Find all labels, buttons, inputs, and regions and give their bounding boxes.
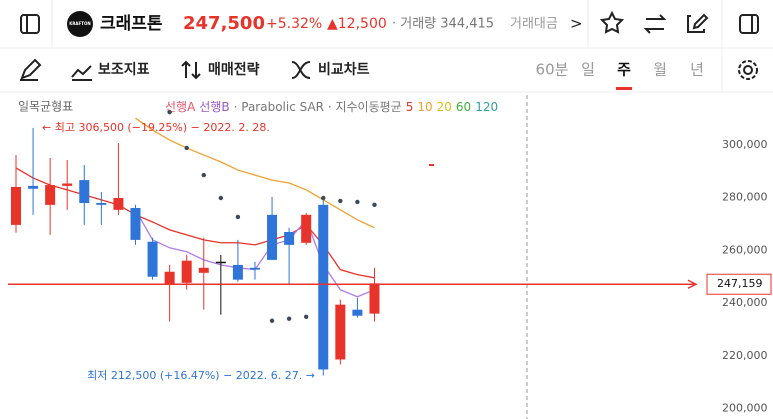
y-tick-label: 240,000 (722, 296, 768, 309)
y-tick-label: 220,000 (722, 349, 768, 362)
candle-body (284, 231, 295, 245)
legend-item: 선행A (165, 99, 196, 114)
indicator-icon[interactable] (71, 65, 92, 81)
legend-item: 10 (417, 100, 432, 114)
period-underline (616, 87, 632, 90)
candle-body (198, 267, 209, 273)
period[interactable]: 주 (617, 61, 631, 79)
tool[interactable]: 매매전략 (208, 61, 260, 78)
sar-dot (201, 172, 206, 178)
candle-body (130, 208, 141, 240)
candle-body (301, 214, 312, 243)
star-icon[interactable] (599, 10, 625, 34)
candle-body (181, 260, 192, 283)
candle-body (79, 180, 90, 203)
annotation-high: ← 최고 306,500 (−19.25%) − 2022. 2. 28. (42, 121, 270, 134)
y-tick-label: 300,000 (722, 138, 768, 151)
candle-body (232, 264, 243, 280)
candle-body (267, 214, 278, 260)
current-label: 247,159 (717, 277, 763, 290)
candle-body (215, 261, 226, 264)
ma-line (135, 117, 375, 229)
candle-body (318, 204, 329, 370)
candle-body (45, 185, 56, 205)
candle-body (352, 309, 363, 316)
legend-item: 120 (475, 100, 498, 114)
settings-icon[interactable] (743, 65, 753, 75)
change-pct: +5.32% (266, 16, 322, 32)
period[interactable]: 년 (690, 61, 704, 79)
legend: 선행A 선행B · Parabolic SAR · 지수이동평균 5 10 20 60 120 (165, 99, 498, 114)
legend-item: · Parabolic SAR · 지수이동평균 (234, 100, 402, 114)
pencil-icon[interactable] (20, 58, 42, 81)
legend-item: 5 (406, 100, 414, 114)
sar-dot (269, 318, 275, 323)
stock-name: 크래프톤 (100, 14, 163, 34)
icons (20, 10, 759, 81)
candle-body (11, 186, 21, 225)
change: ▲12,500 (327, 16, 387, 32)
current-arrow (687, 279, 698, 289)
price: 247,500 (183, 13, 265, 34)
panel-icon[interactable] (739, 14, 759, 34)
legend-item: 60 (456, 100, 471, 114)
sar-dot (218, 195, 224, 201)
candle-body (28, 185, 39, 189)
swap-icon[interactable] (643, 14, 667, 34)
compare-icon[interactable] (291, 61, 311, 79)
sar-dot (355, 199, 360, 205)
sar-dot (303, 314, 309, 319)
indicator-title: 일목균형표 (18, 100, 73, 114)
tool[interactable]: 보조지표 (98, 62, 150, 78)
sar-dot (184, 145, 189, 151)
sar-dot (372, 202, 377, 208)
y-tick-label: 260,000 (722, 243, 768, 256)
edit-icon[interactable] (687, 13, 709, 33)
annotation-low: 최저 212,500 (+16.47%) − 2022. 6. 27. → (87, 369, 315, 382)
candle-body (164, 271, 175, 285)
sar-dot (321, 195, 326, 201)
logo (67, 11, 93, 37)
period[interactable]: 월 (653, 61, 667, 79)
sar-dot (286, 316, 292, 321)
y-tick-label: 200,000 (722, 401, 768, 414)
y-tick-label: 280,000 (722, 191, 768, 204)
candle-body (113, 197, 124, 210)
volume: · 거래량 344,415 (392, 17, 494, 32)
ma-line (15, 167, 375, 279)
amount: 거래대금 (510, 17, 558, 32)
legend-item: 20 (437, 100, 452, 114)
candle-body (369, 283, 380, 314)
logo-text: KRAFTON (69, 21, 90, 26)
candle-body (62, 183, 73, 186)
candle-body (96, 203, 107, 205)
period[interactable]: 60분 (536, 61, 569, 79)
period[interactable]: 일 (581, 61, 595, 79)
candle-body (335, 304, 346, 360)
candle-body (249, 267, 260, 270)
sidebar-icon[interactable] (20, 14, 40, 34)
current-box (706, 273, 772, 295)
more[interactable]: > (570, 15, 583, 33)
sar-dot (235, 214, 241, 220)
strategy-icon[interactable] (181, 60, 201, 80)
legend-item: 선행B (199, 99, 229, 114)
sar-dot (338, 198, 343, 204)
candle-body (147, 241, 158, 277)
sar-dot (167, 109, 172, 115)
tool[interactable]: 비교차트 (318, 62, 370, 78)
